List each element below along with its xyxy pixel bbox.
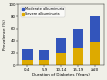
Bar (90, 16, 100, 42)
Legend: Moderate albuminuria, Severe albuminuria: Moderate albuminuria, Severe albuminuria (21, 7, 65, 17)
Bar (56, 38, 66, 53)
X-axis label: Duration of Diabetes (Years): Duration of Diabetes (Years) (32, 73, 90, 77)
Bar (90, 42, 100, 65)
Y-axis label: Prevalence (%): Prevalence (%) (3, 19, 7, 50)
Bar (22, 60, 33, 65)
Bar (22, 49, 33, 60)
Bar (73, 29, 83, 48)
Bar (39, 50, 49, 60)
Bar (56, 53, 66, 65)
Bar (73, 48, 83, 65)
Bar (39, 60, 49, 65)
